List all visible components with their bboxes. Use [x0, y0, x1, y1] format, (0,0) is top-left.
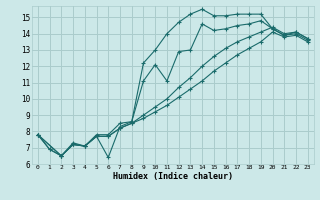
- X-axis label: Humidex (Indice chaleur): Humidex (Indice chaleur): [113, 172, 233, 181]
